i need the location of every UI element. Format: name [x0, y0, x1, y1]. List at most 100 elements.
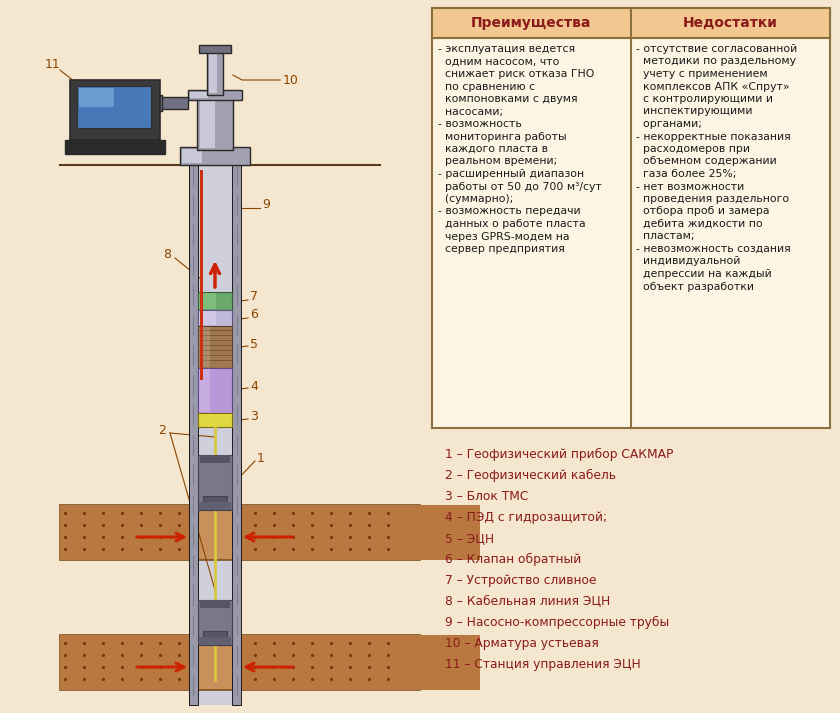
Bar — [203, 631, 227, 641]
Text: 5 – ЭЦН: 5 – ЭЦН — [445, 532, 494, 545]
Text: - возможность: - возможность — [438, 119, 522, 129]
Text: 4: 4 — [250, 379, 258, 392]
Bar — [188, 90, 242, 100]
Text: 8 – Кабельная линия ЭЦН: 8 – Кабельная линия ЭЦН — [445, 595, 610, 608]
Text: - эксплуатация ведется: - эксплуатация ведется — [438, 44, 575, 54]
Bar — [200, 170, 203, 380]
Text: снижает риск отказа ГНО: снижает риск отказа ГНО — [438, 69, 595, 79]
Bar — [432, 8, 830, 38]
Text: 1 – Геофизический прибор САКМАР: 1 – Геофизический прибор САКМАР — [445, 448, 674, 461]
Bar — [200, 97, 215, 148]
Text: - невозможность создания: - невозможность создания — [636, 244, 790, 254]
Bar — [190, 92, 208, 98]
Text: 6: 6 — [250, 309, 258, 322]
Text: 7: 7 — [250, 290, 258, 304]
Text: мониторинга работы: мониторинга работы — [438, 131, 567, 141]
Text: данных о работе пласта: данных о работе пласта — [438, 219, 585, 229]
Text: 6 – Клапан обратный: 6 – Клапан обратный — [445, 553, 581, 566]
Bar — [199, 293, 216, 309]
Text: проведения раздельного: проведения раздельного — [636, 194, 789, 204]
Bar — [199, 637, 231, 645]
Text: 8: 8 — [163, 249, 171, 262]
Text: 11 – Станция управления ЭЦН: 11 – Станция управления ЭЦН — [445, 658, 641, 671]
Text: - нет возможности: - нет возможности — [636, 182, 744, 192]
Bar — [209, 52, 217, 93]
Bar — [200, 600, 230, 608]
Bar — [200, 455, 230, 463]
Text: методики по раздельному: методики по раздельному — [636, 56, 796, 66]
Text: - расширенный диапазон: - расширенный диапазон — [438, 169, 584, 179]
Bar — [180, 147, 250, 165]
Text: 3 – Блок ТМС: 3 – Блок ТМС — [445, 490, 528, 503]
Text: 10: 10 — [283, 73, 299, 86]
Bar — [197, 95, 233, 150]
Text: объемном содержании: объемном содержании — [636, 156, 777, 167]
Bar — [241, 635, 480, 690]
Text: - некорректные показания: - некорректные показания — [636, 131, 790, 141]
Text: 9 – Насосно-компрессорные трубы: 9 – Насосно-компрессорные трубы — [445, 616, 669, 629]
Bar — [198, 165, 232, 705]
Bar — [199, 327, 210, 367]
Bar — [77, 86, 151, 128]
Text: работы от 50 до 700 м³/сут: работы от 50 до 700 м³/сут — [438, 182, 601, 192]
Bar — [160, 97, 188, 109]
Bar — [189, 165, 198, 705]
Bar — [232, 165, 241, 705]
Text: депрессии на каждый: депрессии на каждый — [636, 269, 772, 279]
Text: - отсутствие согласованной: - отсутствие согласованной — [636, 44, 797, 54]
Text: 11: 11 — [45, 58, 60, 71]
Bar — [198, 326, 232, 368]
Text: через GPRS-модем на: через GPRS-модем на — [438, 232, 570, 242]
Text: Недостатки: Недостатки — [683, 16, 778, 30]
Bar — [199, 311, 216, 325]
Text: сервер предприятия: сервер предприятия — [438, 244, 564, 254]
Text: с контролирующими и: с контролирующими и — [636, 94, 773, 104]
Text: Преимущества: Преимущества — [470, 16, 591, 30]
Bar — [60, 505, 189, 560]
Bar — [432, 8, 830, 428]
Text: объект разработки: объект разработки — [636, 282, 754, 292]
Text: индивидуальной: индивидуальной — [636, 257, 740, 267]
Text: органами;: органами; — [636, 119, 702, 129]
Bar — [198, 600, 232, 645]
Text: насосами;: насосами; — [438, 106, 503, 116]
Text: 5: 5 — [250, 337, 258, 351]
Text: 4 – ПЭД с гидрозащитой;: 4 – ПЭД с гидрозащитой; — [445, 511, 607, 524]
Text: 1: 1 — [257, 451, 265, 464]
Text: по сравнению с: по сравнению с — [438, 81, 535, 91]
Text: каждого пласта в: каждого пласта в — [438, 144, 548, 154]
Bar — [203, 496, 227, 506]
Bar — [60, 505, 420, 560]
Text: комплексов АПК «Спрут»: комплексов АПК «Спрут» — [636, 81, 790, 91]
Bar — [198, 368, 232, 413]
Bar — [199, 45, 231, 53]
Text: компоновками с двумя: компоновками с двумя — [438, 94, 578, 104]
Bar — [182, 149, 202, 163]
Bar — [198, 292, 232, 310]
Text: 9: 9 — [262, 198, 270, 212]
Bar — [60, 635, 420, 690]
Text: одним насосом, что: одним насосом, что — [438, 56, 559, 66]
Text: учету с применением: учету с применением — [636, 69, 768, 79]
Bar — [199, 369, 210, 412]
Text: дебита жидкости по: дебита жидкости по — [636, 219, 763, 229]
Text: 10 – Арматура устьевая: 10 – Арматура устьевая — [445, 637, 599, 650]
Text: 2: 2 — [158, 424, 165, 436]
Bar — [199, 502, 231, 510]
Text: расходомеров при: расходомеров при — [636, 144, 750, 154]
Text: реальном времени;: реальном времени; — [438, 156, 557, 167]
Text: инспектирующими: инспектирующими — [636, 106, 753, 116]
Bar — [198, 413, 232, 427]
Text: 3: 3 — [250, 411, 258, 424]
Bar — [241, 505, 480, 560]
Text: 2 – Геофизический кабель: 2 – Геофизический кабель — [445, 469, 616, 482]
Bar — [157, 95, 162, 111]
Text: - возможность передачи: - возможность передачи — [438, 207, 580, 217]
Text: отбора проб и замера: отбора проб и замера — [636, 207, 769, 217]
Text: пластам;: пластам; — [636, 232, 695, 242]
Bar — [198, 455, 232, 510]
Bar — [79, 88, 114, 107]
Bar — [207, 50, 223, 95]
Text: газа более 25%;: газа более 25%; — [636, 169, 737, 179]
Bar — [60, 635, 189, 690]
